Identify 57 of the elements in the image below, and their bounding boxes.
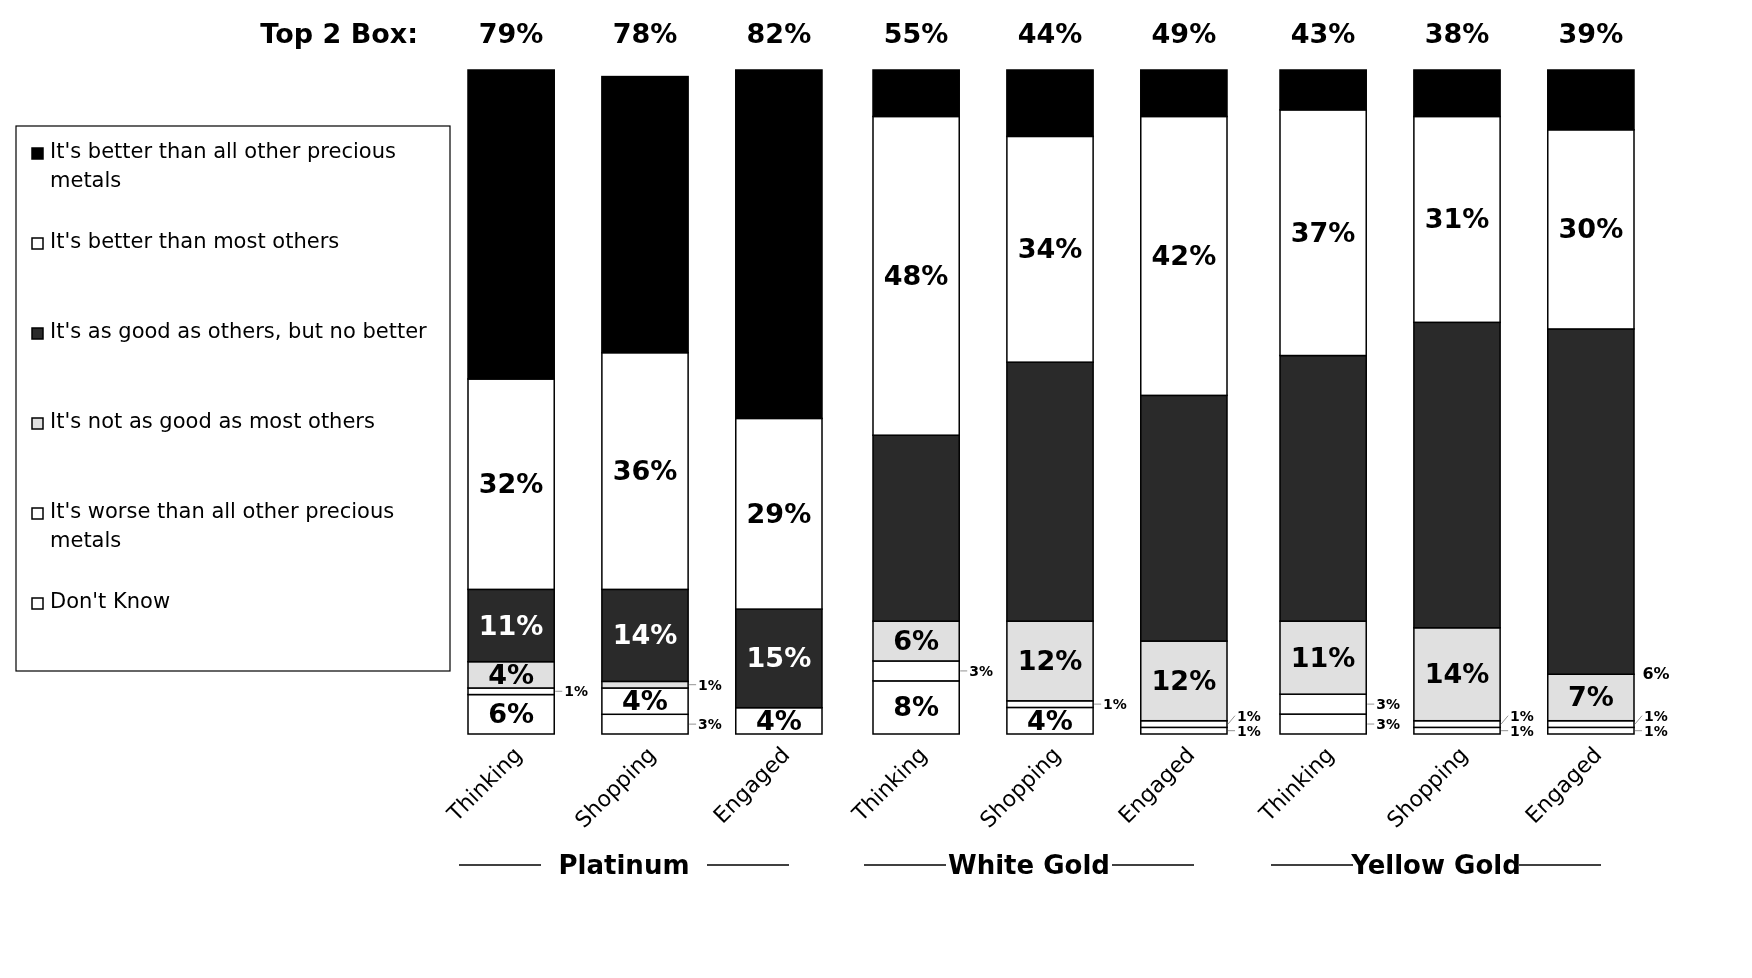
data-label: 1% xyxy=(1510,722,1534,739)
text: 55% xyxy=(883,18,949,49)
data-label: 4% xyxy=(488,658,535,690)
data-label: 6% xyxy=(893,625,940,657)
data-label: 3% xyxy=(1376,696,1401,713)
text: 49% xyxy=(1151,18,1217,49)
data-label: 14% xyxy=(1424,658,1490,690)
text: 38% xyxy=(1424,18,1490,49)
text: 39% xyxy=(1558,18,1624,49)
data-label: 1% xyxy=(1103,696,1127,713)
text: 44% xyxy=(1017,18,1083,49)
x-axis-title: Yellow Gold xyxy=(1350,850,1521,880)
data-label: 31% xyxy=(1424,203,1490,235)
data-label: 6% xyxy=(488,698,535,730)
data-label: 3% xyxy=(1376,716,1401,733)
text: Top 2 Box: xyxy=(260,18,418,49)
data-label: 30% xyxy=(1558,213,1624,245)
data-label: 3% xyxy=(698,716,722,733)
data-label: 7% xyxy=(1567,681,1614,713)
legend-label: Don't Know xyxy=(50,589,171,613)
legend-label: It's better than most others xyxy=(50,229,340,253)
data-label: 36% xyxy=(612,455,678,487)
text: 6% xyxy=(1642,664,1670,683)
text: 82% xyxy=(746,18,812,49)
data-label: 14% xyxy=(612,619,678,651)
data-label: 48% xyxy=(883,259,949,291)
data-label: 12% xyxy=(1017,644,1083,676)
data-label: 11% xyxy=(1290,641,1356,673)
legend-label: It's not as good as most others xyxy=(50,409,375,433)
text: 43% xyxy=(1290,18,1356,49)
legend-label: It's as good as others, but no better xyxy=(50,319,428,343)
legend-label: It's worse than all other precious metals xyxy=(50,499,395,552)
data-label: 1% xyxy=(698,676,722,693)
text: 78% xyxy=(612,18,678,49)
text: 79% xyxy=(478,18,544,49)
data-label: 1% xyxy=(564,683,589,700)
data-label: 1% xyxy=(1237,707,1261,724)
data-label: 32% xyxy=(478,468,544,500)
data-label: 1% xyxy=(1510,707,1534,724)
data-label: 29% xyxy=(746,497,812,529)
x-axis-title: White Gold xyxy=(948,850,1110,880)
legend-label: It's better than all other precious metals xyxy=(50,139,396,192)
data-label: 3% xyxy=(969,662,994,679)
data-label: 1% xyxy=(1644,722,1668,739)
data-label: 8% xyxy=(893,691,940,723)
x-axis-title: Platinum xyxy=(558,850,690,880)
data-label: 12% xyxy=(1151,664,1217,696)
data-label: 34% xyxy=(1017,233,1083,265)
data-label: 1% xyxy=(1237,722,1261,739)
data-label: 4% xyxy=(1027,704,1073,736)
data-label: 11% xyxy=(478,609,544,641)
data-label: 1% xyxy=(1644,707,1668,724)
data-label: 42% xyxy=(1151,239,1217,271)
data-label: 4% xyxy=(622,685,668,717)
data-label: 4% xyxy=(755,704,802,736)
data-label: 37% xyxy=(1290,216,1356,248)
data-label: 15% xyxy=(746,642,812,674)
